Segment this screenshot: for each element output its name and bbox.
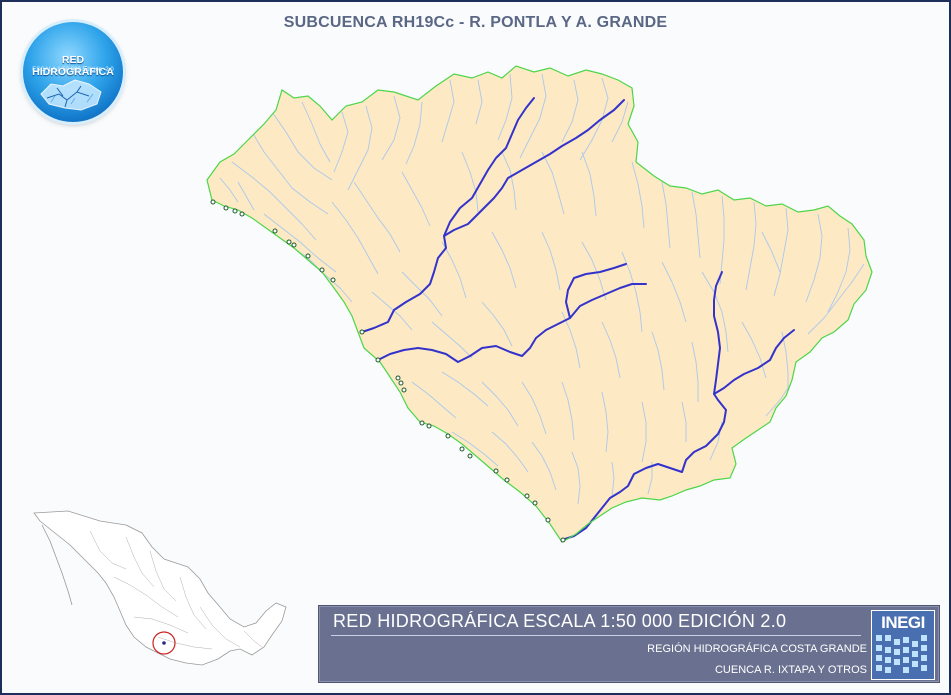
river-middle bbox=[377, 283, 647, 363]
banner-title: RED HIDROGRÁFICA ESCALA 1:50 000 EDICIÓN… bbox=[333, 611, 787, 631]
banner-region: REGIÓN HIDROGRÁFICA COSTA GRANDE bbox=[647, 643, 867, 655]
inegi-logo: INEGI bbox=[871, 610, 935, 680]
river-middle-branch bbox=[565, 263, 627, 319]
river-south-branch bbox=[713, 271, 723, 395]
tributary-streams bbox=[219, 73, 865, 505]
river-north-branch bbox=[443, 97, 535, 237]
red-hidrografica-logo: RED HIDROGRÁFICA ESCALA 1:50 000 Edición… bbox=[23, 22, 123, 122]
basin-area bbox=[207, 66, 872, 542]
map-title: SUBCUENCA RH19Cc - R. PONTLA Y A. GRANDE bbox=[283, 14, 668, 31]
river-north bbox=[361, 99, 625, 333]
river-south bbox=[561, 329, 795, 541]
basin-boundary bbox=[206, 65, 873, 543]
logo-title: RED HIDROGRÁFICA bbox=[32, 54, 114, 78]
inegi-grid-icon bbox=[876, 635, 927, 673]
logo-subtitle: ESCALA 1:50 000 Edición: 2.0 bbox=[32, 67, 114, 73]
map-banner: RED HIDROGRÁFICA ESCALA 1:50 000 EDICIÓN… bbox=[318, 605, 940, 683]
mexico-locator-map-icon bbox=[33, 510, 287, 666]
banner-basin: CUENCA R. IXTAPA Y OTROS bbox=[714, 664, 867, 676]
inegi-logo-text: INEGI bbox=[881, 613, 925, 632]
coastal-outlets bbox=[210, 199, 566, 543]
hydro-network-logo-icon bbox=[40, 79, 102, 111]
banner-divider bbox=[331, 635, 861, 636]
main-rivers bbox=[361, 97, 795, 541]
